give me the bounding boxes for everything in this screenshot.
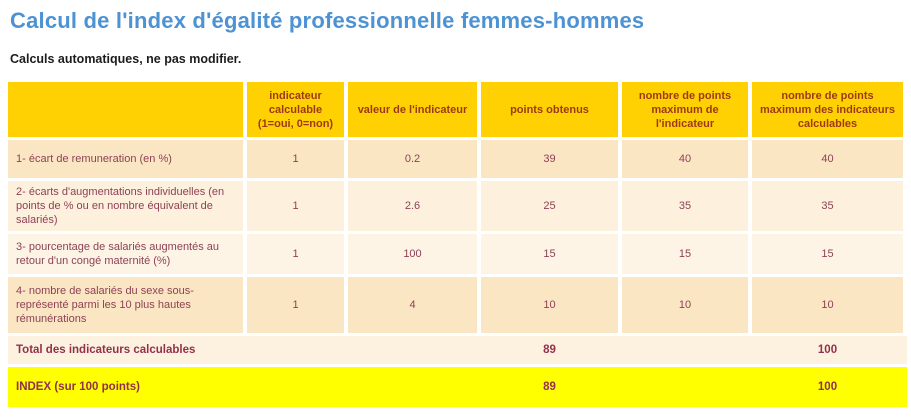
empty-cell[interactable] — [247, 367, 344, 407]
points-max-indicateur-cell[interactable]: 35 — [622, 181, 748, 231]
total-points-max-calculables-cell[interactable]: 100 — [817, 344, 838, 356]
header-cell-valeur-indicateur[interactable]: valeur de l'indicateur — [348, 82, 477, 137]
index-points-obtenus-cell[interactable]: 89 — [543, 381, 556, 393]
row-label-cell[interactable]: 4- nombre de salariés du sexe sous-repré… — [8, 277, 243, 333]
total-points-obtenus-cell[interactable]: 89 — [543, 344, 556, 356]
equality-index-table: indicateur calculable (1=oui, 0=non) val… — [8, 82, 907, 410]
page-subtitle: Calculs automatiques, ne pas modifier. — [10, 52, 242, 66]
header-cell-indicateur-calculable[interactable]: indicateur calculable (1=oui, 0=non) — [247, 82, 344, 137]
header-cell-points-max-indicateur[interactable]: nombre de points maximum de l'indicateur — [622, 82, 748, 137]
empty-cell[interactable] — [348, 336, 477, 364]
empty-cell[interactable] — [247, 336, 344, 364]
points-obtenus-cell[interactable]: 15 — [481, 234, 618, 274]
points-obtenus-cell[interactable]: 10 — [481, 277, 618, 333]
header-cell-points-max-calculables[interactable]: nombre de points maximum des indicateurs… — [752, 82, 903, 137]
table-row-indicator-1: 1- écart de remuneration (en %) 1 0.2 39… — [8, 140, 907, 178]
points-max-indicateur-cell[interactable]: 40 — [622, 140, 748, 178]
table-total-row: Total des indicateurs calculables 89 100 — [8, 336, 907, 364]
table-row-indicator-4: 4- nombre de salariés du sexe sous-repré… — [8, 277, 907, 333]
valeur-indicateur-cell[interactable]: 100 — [348, 234, 477, 274]
table-header-row: indicateur calculable (1=oui, 0=non) val… — [8, 82, 907, 137]
table-row-indicator-3: 3- pourcentage de salariés augmentés au … — [8, 234, 907, 274]
points-max-indicateur-cell[interactable]: 15 — [622, 234, 748, 274]
empty-cell[interactable] — [348, 367, 477, 407]
indicateur-calculable-cell[interactable]: 1 — [247, 234, 344, 274]
page-title: Calcul de l'index d'égalité professionne… — [10, 8, 645, 33]
table-row-indicator-2: 2- écarts d'augmentations individuelles … — [8, 181, 907, 231]
table-index-row: INDEX (sur 100 points) 89 100 — [8, 367, 907, 407]
indicateur-calculable-cell[interactable]: 1 — [247, 140, 344, 178]
empty-cell[interactable] — [622, 336, 748, 364]
valeur-indicateur-cell[interactable]: 0.2 — [348, 140, 477, 178]
points-max-calculables-cell[interactable]: 35 — [752, 181, 903, 231]
index-points-max-calculables-cell[interactable]: 100 — [817, 381, 838, 393]
row-label-cell[interactable]: 1- écart de remuneration (en %) — [8, 140, 243, 178]
index-label-cell[interactable]: INDEX (sur 100 points) — [16, 381, 140, 393]
points-max-indicateur-cell[interactable]: 10 — [622, 277, 748, 333]
points-max-calculables-cell[interactable]: 15 — [752, 234, 903, 274]
valeur-indicateur-cell[interactable]: 4 — [348, 277, 477, 333]
points-max-calculables-cell[interactable]: 40 — [752, 140, 903, 178]
points-max-calculables-cell[interactable]: 10 — [752, 277, 903, 333]
header-cell-indicator-name[interactable] — [8, 82, 243, 137]
points-obtenus-cell[interactable]: 39 — [481, 140, 618, 178]
total-label-cell[interactable]: Total des indicateurs calculables — [16, 344, 196, 356]
indicateur-calculable-cell[interactable]: 1 — [247, 181, 344, 231]
header-cell-points-obtenus[interactable]: points obtenus — [481, 82, 618, 137]
points-obtenus-cell[interactable]: 25 — [481, 181, 618, 231]
empty-cell[interactable] — [622, 367, 748, 407]
row-label-cell[interactable]: 3- pourcentage de salariés augmentés au … — [8, 234, 243, 274]
valeur-indicateur-cell[interactable]: 2.6 — [348, 181, 477, 231]
row-label-cell[interactable]: 2- écarts d'augmentations individuelles … — [8, 181, 243, 231]
indicateur-calculable-cell[interactable]: 1 — [247, 277, 344, 333]
